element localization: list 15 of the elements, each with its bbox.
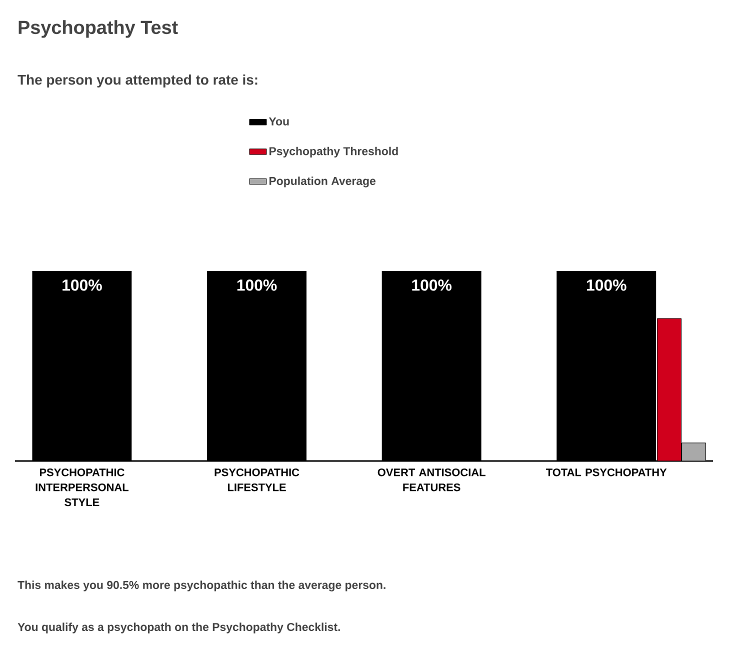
- legend-label: Population Average: [269, 176, 376, 188]
- data-label: 100%: [586, 280, 626, 291]
- data-label: 100%: [412, 280, 452, 291]
- x-tick-label: TOTAL PSYCHOPATHY: [546, 468, 667, 476]
- x-tick-label: PSYCHOPATHIC INTERPERSONAL STYLE: [36, 468, 128, 506]
- text: This makes you 90.5% more psychopathic than the average person.: [18, 580, 386, 592]
- legend-label: Psychopathy Threshold: [269, 146, 398, 158]
- chart-subtitle: The person you attempted to rate is:: [18, 74, 258, 88]
- data-label: 100%: [62, 280, 102, 291]
- data-label: 100%: [237, 280, 277, 291]
- chart-title: Psychopathy Test: [18, 20, 178, 38]
- legend-label: You: [268, 117, 289, 126]
- text: You qualify as a psychopath on the Psychopathy Checklist.: [18, 622, 340, 634]
- x-tick-label: OVERT ANTISOCIAL FEATURES: [378, 468, 486, 492]
- x-tick-label: PSYCHOPATHIC LIFESTYLE: [214, 468, 300, 492]
